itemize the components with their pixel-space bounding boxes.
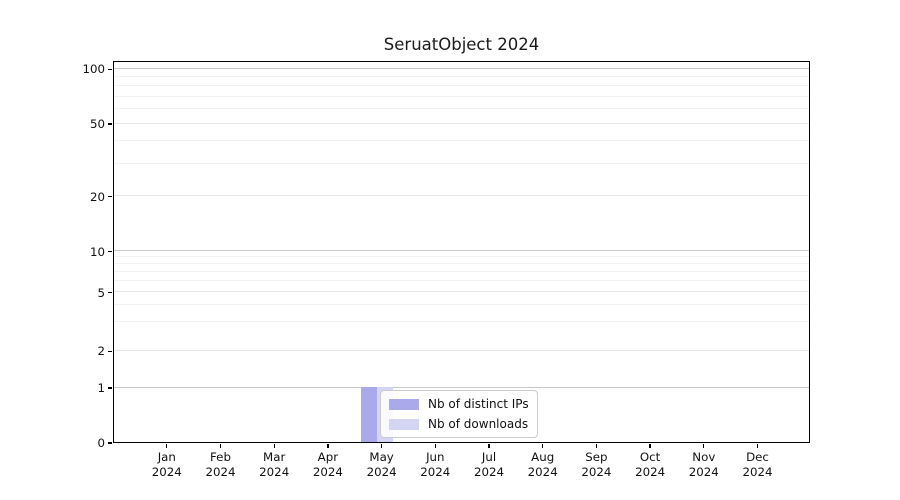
y-tick-label: 0 [97,436,105,450]
legend-swatch [389,398,419,410]
gridline-minor [114,163,809,165]
x-tick-label: Jan 2024 [137,450,197,480]
legend-entry: Nb of distinct IPs [389,396,529,412]
x-tick-year: 2024 [742,465,773,479]
chart-title: SeruatObject 2024 [383,35,540,54]
gridline-minor [114,263,809,265]
y-tick-mark [107,68,112,70]
x-tick-mark [542,443,544,448]
x-tick-month: Oct [639,450,661,464]
x-tick-label: Feb 2024 [191,450,251,480]
y-tick-label: 100 [82,62,105,77]
x-tick-year: 2024 [581,465,612,479]
legend: Nb of distinct IPs Nb of downloads [380,390,538,438]
x-tick-month: Mar [263,450,286,464]
y-tick-mark [107,442,112,444]
legend-swatch [389,418,419,430]
x-tick-year: 2024 [420,465,451,479]
gridline-minor [114,85,809,87]
y-tick-label: 20 [89,189,105,204]
x-tick-year: 2024 [527,465,558,479]
x-tick-mark [166,443,168,448]
gridline-minor [114,108,809,110]
x-tick-year: 2024 [688,465,719,479]
x-tick-mark [649,443,651,448]
gridline-minor [114,321,809,323]
y-tick-label: 10 [89,244,105,259]
x-tick-month: Apr [317,450,339,464]
bar-nb-of-distinct-ips [361,387,378,442]
y-tick-mark [107,291,112,294]
x-tick-mark [595,443,598,448]
x-tick-mark [273,443,275,448]
y-tick-label: 50 [89,117,105,132]
gridline-minor [114,96,809,98]
y-tick-mark [107,250,112,253]
gridline-5 [114,291,809,293]
x-tick-mark [488,443,490,448]
x-tick-year: 2024 [151,465,182,479]
x-tick-mark [434,443,436,448]
x-tick-label: Aug 2024 [513,450,573,480]
x-tick-label: Mar 2024 [244,450,304,480]
y-tick-mark [107,123,112,125]
x-tick-mark [219,443,222,448]
x-tick-mark [327,443,329,448]
x-tick-label: Jun 2024 [405,450,465,480]
x-tick-label: May 2024 [352,450,412,480]
gridline-minor [114,271,809,273]
legend-entry: Nb of downloads [389,416,529,432]
x-tick-month: May [369,450,394,464]
y-tick-mark [107,196,112,198]
x-tick-month: Jul [481,450,497,464]
x-tick-month: Feb [210,450,231,464]
gridline-50 [114,122,809,124]
x-tick-year: 2024 [312,465,343,479]
gridline-20 [114,195,809,197]
y-tick-label: 5 [97,285,105,300]
x-tick-year: 2024 [635,465,666,479]
x-tick-month: Nov [692,450,716,464]
gridline-minor [114,256,809,258]
x-tick-year: 2024 [473,465,505,479]
x-tick-month: Jun [426,450,445,464]
x-tick-mark [756,443,759,448]
y-tick-mark [107,387,112,389]
x-tick-label: Oct 2024 [620,450,680,480]
x-tick-month: Aug [531,450,555,464]
plot-area: Nb of distinct IPs Nb of downloads [113,61,810,443]
gridline-minor [114,76,809,78]
gridline-minor [114,304,809,306]
x-tick-month: Jan [157,450,176,464]
gridline-1 [114,386,809,388]
x-tick-year: 2024 [259,465,290,479]
x-tick-label: Jul 2024 [459,450,519,480]
y-tick-label: 2 [97,344,105,359]
x-tick-year: 2024 [205,465,236,479]
x-tick-label: Dec 2024 [728,450,788,480]
gridline-minor [114,140,809,142]
x-tick-month: Sep [585,450,608,464]
x-tick-year: 2024 [366,465,397,479]
x-tick-label: Apr 2024 [298,450,358,480]
gridline-minor [114,280,809,282]
x-tick-month: Dec [746,450,769,464]
gridline-10 [114,250,809,252]
x-tick-mark [703,443,705,448]
x-tick-mark [380,443,383,448]
y-tick-label: 1 [97,381,105,396]
x-tick-label: Nov 2024 [674,450,734,480]
gridline-100 [114,67,809,69]
x-tick-label: Sep 2024 [566,450,626,480]
gridline-2 [114,349,809,351]
legend-label: Nb of distinct IPs [428,397,529,411]
legend-label: Nb of downloads [428,417,529,431]
y-tick-mark [107,350,112,352]
